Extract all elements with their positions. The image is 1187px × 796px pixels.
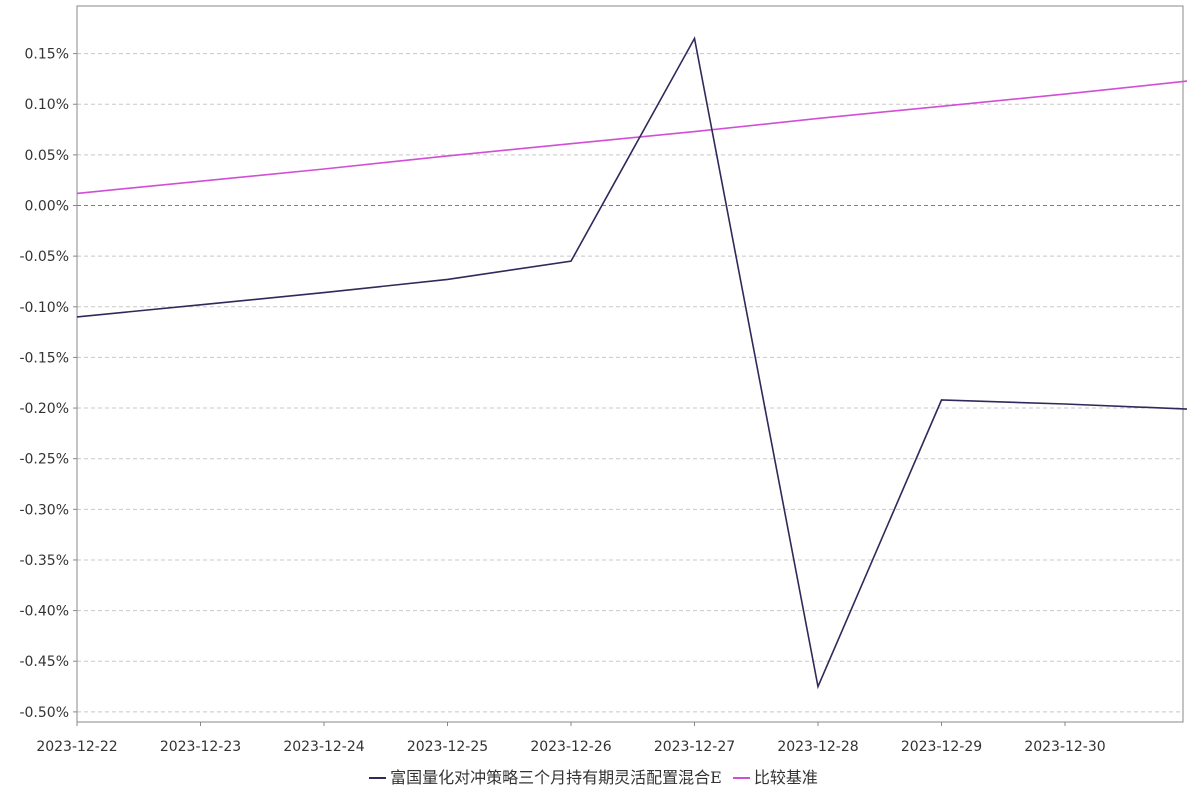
x-tick-label: 2023-12-30 [1024,739,1105,755]
y-tick-label: -0.30% [19,502,69,518]
chart-legend: 富国量化对冲策略三个月持有期灵活配置混合E 比较基准 [0,764,1187,788]
series-line-fund [76,36,1187,690]
y-tick-label: 0.10% [25,97,69,113]
x-tick-label: 2023-12-25 [407,739,488,755]
x-tick-label: 2023-12-29 [901,739,982,755]
y-tick-label: -0.45% [19,654,69,670]
legend-swatch-fund [369,776,387,779]
series-line-benchmark [76,80,1187,195]
plot-border [76,5,1184,723]
legend-swatch-benchmark [732,776,750,779]
y-axis-tick-labels: 0.15% 0.10% 0.05% 0.00% -0.05% -0.10% -0.15% -0… [19,47,69,721]
legend-item-fund: 富国量化对冲策略三个月持有期灵活配置混合E [369,764,722,788]
legend-label-benchmark: 比较基准 [753,768,818,787]
series-lines [76,36,1187,690]
y-tick-label: -0.50% [19,705,69,721]
x-tick-label: 2023-12-22 [36,739,117,755]
x-tick-label: 2023-12-26 [530,739,611,755]
x-tick-label: 2023-12-28 [777,739,858,755]
y-tick-label: -0.25% [19,452,69,468]
y-tick-label: -0.15% [19,350,69,366]
x-axis-tick-labels: 2023-12-22 2023-12-23 2023-12-24 2023-12-25… [36,739,1105,755]
x-tick-label: 2023-12-27 [654,739,735,755]
axes [73,5,1184,726]
gridlines [77,53,1183,713]
legend-item-benchmark: 比较基准 [732,764,818,788]
y-tick-label: 0.05% [25,148,69,164]
x-tick-label: 2023-12-24 [283,739,364,755]
y-tick-label: -0.40% [19,604,69,620]
x-tick-label: 2023-12-23 [160,739,241,755]
legend-label-fund: 富国量化对冲策略三个月持有期灵活配置混合E [390,768,722,787]
y-tick-label: -0.20% [19,401,69,417]
y-tick-label: 0.00% [25,199,69,215]
y-tick-label: -0.05% [19,249,69,265]
y-tick-label: -0.10% [19,300,69,316]
y-tick-label: -0.35% [19,553,69,569]
y-tick-label: 0.15% [25,47,69,63]
line-chart: 0.15% 0.10% 0.05% 0.00% -0.05% -0.10% -0.15% -0… [19,5,1187,755]
